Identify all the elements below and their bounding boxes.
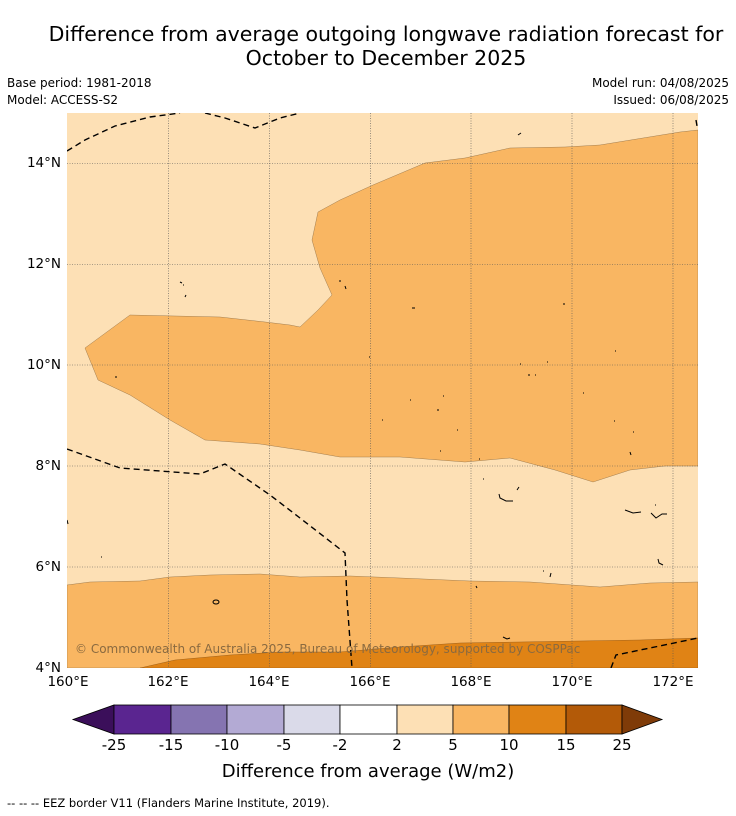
map-title: Difference from average outgoing longwav… (0, 22, 736, 70)
colorbar-bin-9 (565, 704, 623, 735)
model-name: Model: ACCESS-S2 (7, 93, 119, 107)
colorbar-tick-5: 5 (448, 736, 458, 754)
eez-borders (67, 113, 698, 668)
colorbar (71, 704, 664, 735)
title-line-2: October to December 2025 (245, 46, 527, 70)
metadata-left: Base period: 1981-2018 Model: ACCESS-S2 (7, 75, 152, 109)
islands (67, 132, 667, 640)
colorbar-title: Difference from average (W/m2) (221, 761, 515, 782)
anomaly-region-5-10-central (84, 129, 698, 483)
colorbar-bin-8 (508, 704, 567, 735)
eez-legend: -- -- -- EEZ border V11 (Flanders Marine… (7, 796, 330, 810)
lat-label-4n: 4°N (35, 660, 61, 676)
lon-label-170e: 170°E (551, 674, 593, 690)
colorbar-bin-6 (396, 704, 454, 735)
colorbar-bin-4 (283, 704, 341, 735)
model-run: Model run: 04/08/2025 (591, 76, 729, 90)
colorbar-tick-m2: -2 (332, 736, 348, 754)
lon-label-164e: 164°E (248, 674, 290, 690)
lat-label-14n: 14°N (26, 155, 61, 171)
lon-label-172e: 172°E (652, 674, 694, 690)
lat-label-6n: 6°N (35, 559, 61, 575)
lat-label-8n: 8°N (35, 458, 61, 474)
colorbar-bin-3 (226, 704, 285, 735)
lon-label-168e: 168°E (450, 674, 492, 690)
colorbar-tick-m5: -5 (276, 736, 292, 754)
longitude-gridlines (168, 113, 674, 668)
colorbar-bin-1 (113, 704, 172, 735)
title-line-1: Difference from average outgoing longwav… (48, 22, 724, 46)
colorbar-high-extend (621, 704, 664, 735)
colorbar-bin-2 (170, 704, 228, 735)
colorbar-tick-15: 15 (556, 736, 576, 754)
colorbar-tick-m10: -10 (214, 736, 240, 754)
colorbar-bin-5 (339, 704, 398, 735)
lon-label-162e: 162°E (147, 674, 189, 690)
metadata-right: Model run: 04/08/2025 Issued: 06/08/2025 (592, 75, 729, 109)
anomaly-region-10-15 (139, 637, 698, 668)
colorbar-tick-m25: -25 (101, 736, 127, 754)
colorbar-tick-2: 2 (392, 736, 402, 754)
colorbar-tick-25: 25 (612, 736, 632, 754)
colorbar-tick-m15: -15 (158, 736, 184, 754)
lat-label-12n: 12°N (26, 256, 61, 272)
lon-label-160e: 160°E (47, 674, 89, 690)
base-period: Base period: 1981-2018 (7, 76, 152, 90)
colorbar-tick-10: 10 (499, 736, 519, 754)
copyright-text: © Commonwealth of Australia 2025, Bureau… (75, 642, 580, 656)
colorbar-low-extend (71, 704, 115, 735)
latitude-gridlines (67, 163, 698, 568)
issued-date: Issued: 06/08/2025 (613, 93, 729, 107)
lat-label-10n: 10°N (26, 357, 61, 373)
colorbar-bin-7 (452, 704, 510, 735)
map-area: © Commonwealth of Australia 2025, Bureau… (67, 113, 698, 668)
lon-label-166e: 166°E (349, 674, 391, 690)
